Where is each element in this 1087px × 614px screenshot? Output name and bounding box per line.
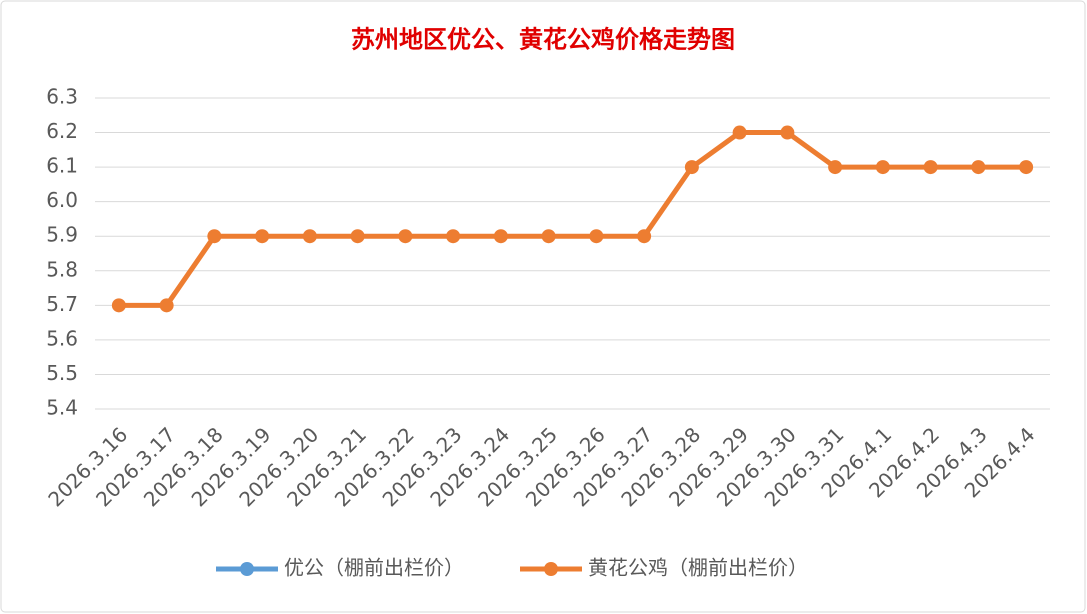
y-tick-label: 5.8	[46, 257, 78, 281]
series-marker	[923, 160, 938, 175]
series-marker	[350, 229, 365, 244]
legend-label: 黄花公鸡（棚前出栏价）	[588, 556, 808, 580]
series-marker	[541, 229, 556, 244]
series-marker	[493, 229, 508, 244]
series-marker	[828, 160, 843, 175]
series-line	[118, 130, 1027, 308]
series-marker	[971, 160, 986, 175]
series-marker	[398, 229, 413, 244]
series-marker	[302, 229, 317, 244]
series-marker	[111, 298, 126, 313]
series-marker	[875, 160, 890, 175]
y-tick-label: 6.1	[46, 154, 78, 178]
y-tick-label: 6.2	[46, 119, 78, 143]
y-tick-label: 5.4	[46, 396, 78, 420]
chart-title: 苏州地区优公、黄花公鸡价格走势图	[351, 25, 735, 54]
series-marker	[684, 160, 699, 175]
y-tick-label: 5.9	[46, 223, 78, 247]
series-marker	[732, 125, 747, 140]
legend-marker	[240, 562, 254, 576]
y-tick-label: 5.6	[46, 326, 78, 350]
legend-label: 优公（棚前出栏价）	[284, 556, 464, 580]
series-marker	[446, 229, 461, 244]
series-marker	[780, 125, 795, 140]
legend-marker	[544, 562, 558, 576]
series-marker	[589, 229, 604, 244]
y-tick-label: 6.3	[46, 85, 78, 109]
series-marker	[637, 229, 652, 244]
series-marker	[159, 298, 174, 313]
y-tick-label: 6.0	[46, 188, 78, 212]
series-marker	[1019, 160, 1034, 175]
y-tick-label: 5.5	[46, 361, 78, 385]
y-tick-label: 5.7	[46, 292, 78, 316]
series-marker	[207, 229, 222, 244]
series-marker	[255, 229, 270, 244]
